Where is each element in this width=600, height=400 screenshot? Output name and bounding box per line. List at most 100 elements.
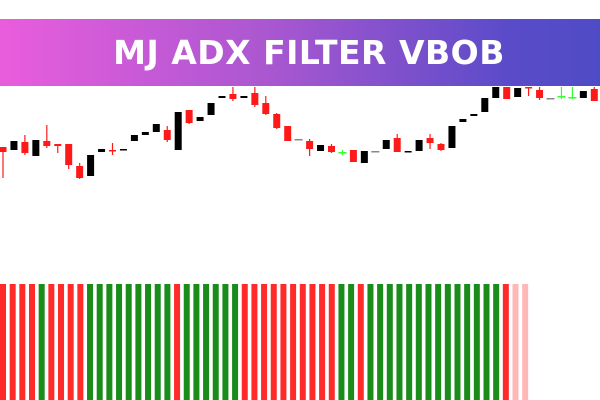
histogram-bar-up [406, 284, 413, 400]
histogram-bar-down [290, 284, 297, 400]
candle-bull [119, 149, 127, 151]
candle-bear [21, 142, 29, 153]
candle-bear [437, 144, 445, 150]
title-banner: MJ ADX FILTER VBOB [0, 19, 600, 86]
candle-bull [481, 98, 489, 112]
histogram-bar-up [96, 284, 103, 400]
candle-bull [514, 88, 522, 97]
histogram-bar-up [454, 284, 461, 400]
candle-flat [546, 98, 555, 100]
histogram-bar-up [435, 284, 442, 400]
histogram-bar-down [0, 284, 6, 400]
candle-bear [163, 130, 171, 140]
candle-bull [196, 117, 204, 121]
candle-bull [317, 145, 325, 151]
candle-bull [207, 103, 215, 115]
histogram-bar-up [87, 284, 94, 400]
histogram-bar-up [444, 284, 451, 400]
banner-title: MJ ADX FILTER VBOB [113, 33, 505, 72]
histogram-bar-up [386, 284, 393, 400]
candle-bear [590, 89, 598, 101]
candle-bear [54, 144, 62, 146]
histogram-bar-down [9, 284, 16, 400]
histogram-bar-up [425, 284, 432, 400]
histogram-bar-down [77, 284, 84, 400]
histogram-bar-up [116, 284, 123, 400]
histogram-bar-up [203, 284, 210, 400]
candle-bear [43, 141, 51, 146]
candle-bear [185, 110, 193, 123]
histogram-bar-up [338, 284, 345, 400]
candle-bear [284, 126, 292, 141]
histogram-bar-down [502, 284, 509, 400]
histogram-bar-up [135, 284, 142, 400]
candle-doji [557, 96, 566, 98]
histogram-bar-down [261, 284, 268, 400]
histogram-bar-down [48, 284, 55, 400]
histogram-bar-down [174, 284, 181, 400]
candle-bear [251, 93, 259, 105]
histogram-bar-down [58, 284, 65, 400]
candle-bear [109, 150, 116, 152]
candle-bull [459, 119, 467, 122]
candle-bull [404, 151, 412, 153]
histogram-bar-down [270, 284, 277, 400]
candle-bear [0, 147, 7, 152]
candle-bull [98, 149, 106, 152]
histogram-bar-down [29, 284, 36, 400]
histogram-bar-up [38, 284, 45, 400]
candle-bull [141, 132, 149, 135]
candle-bear [536, 90, 544, 98]
candle-bull [130, 135, 138, 141]
histogram-bar-down [280, 284, 287, 400]
candle-bull [174, 112, 182, 150]
candle-doji [338, 152, 347, 154]
histogram-bar-up [464, 284, 471, 400]
candle-bear [306, 141, 314, 149]
histogram-bar-down [357, 284, 364, 400]
histogram-bar-up [377, 284, 384, 400]
histogram-bar-down [251, 284, 258, 400]
candle-bear [76, 166, 84, 178]
histogram-bar-up [367, 284, 374, 400]
histogram-bar-up [154, 284, 161, 400]
candle-bull [579, 91, 587, 98]
histogram-bar-up [222, 284, 229, 400]
histogram-bar-up [415, 284, 422, 400]
histogram-bar-weak [512, 284, 519, 400]
candle-bull [470, 114, 478, 116]
histogram-bar-up [396, 284, 403, 400]
histogram-bar-down [241, 284, 248, 400]
candle-bear [65, 144, 73, 165]
candle-bear [525, 87, 533, 89]
candle-bull [360, 151, 368, 163]
histogram-bar-weak [522, 284, 529, 400]
candle-bull [152, 124, 160, 132]
candle-bear [426, 138, 434, 143]
histogram-bar-up [483, 284, 490, 400]
histogram-bar-up [125, 284, 132, 400]
histogram-bar-up [473, 284, 480, 400]
candle-bull [10, 141, 18, 150]
candle-bear [273, 114, 281, 128]
candle-bull [382, 140, 390, 149]
candle-bear [328, 146, 335, 152]
histogram-bar-up [493, 284, 500, 400]
histogram-bar-up [183, 284, 190, 400]
histogram-bar-up [145, 284, 152, 400]
histogram-bar-down [19, 284, 26, 400]
candle-bear [349, 150, 357, 162]
histogram-bar-up [232, 284, 239, 400]
candle-bull [240, 96, 248, 98]
candle-bear [503, 87, 511, 99]
candle-doji [568, 97, 577, 99]
candle-bull [415, 140, 423, 151]
candle-bear [262, 103, 270, 114]
histogram-bar-down [309, 284, 316, 400]
candle-flat [371, 151, 380, 153]
candle-bear [229, 94, 237, 99]
candle-bear [393, 138, 401, 152]
histogram-bar-down [67, 284, 74, 400]
